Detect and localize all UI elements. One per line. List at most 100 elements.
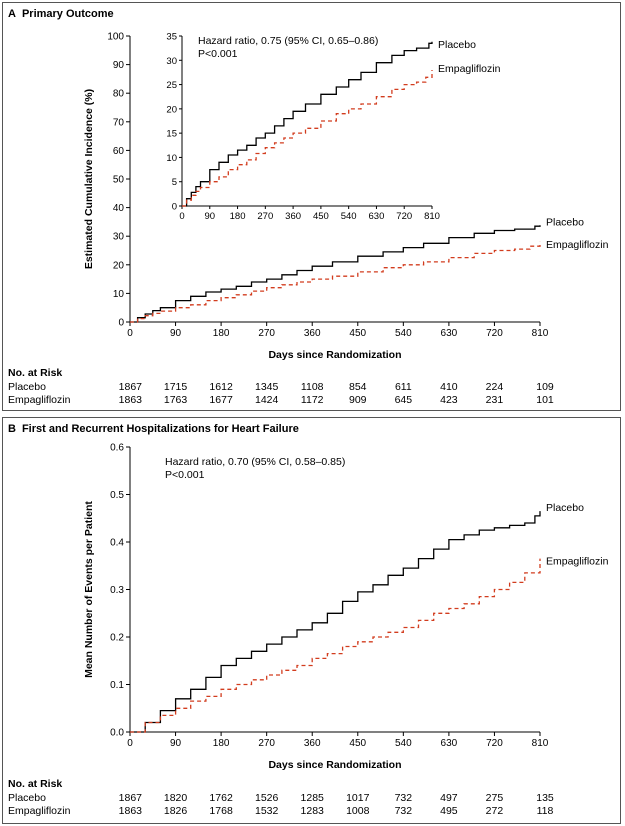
- panel_a-risk-placebo-value: 224: [486, 381, 504, 393]
- b-main-y-tick-label: 0.5: [110, 490, 124, 501]
- a-main-y-tick-label: 0: [118, 318, 124, 329]
- b-main-y-tick-label: 0.4: [110, 538, 124, 549]
- panel_a-risk-empagliflozin-value: 1424: [255, 394, 279, 406]
- b-main-x-axis-label: Days since Randomization: [268, 759, 401, 771]
- b-main-series-placebo-line: [130, 511, 541, 733]
- a-main-x-tick-label: 180: [213, 328, 230, 339]
- a-main-x-tick-label: 540: [395, 328, 412, 339]
- panel_a-risk-placebo-value: 410: [440, 381, 458, 393]
- panel_a-risk-empagliflozin-value: 423: [440, 394, 458, 406]
- a-main-series-empagliflozin-line: [130, 241, 541, 323]
- a-inset-y-tick-label: 5: [172, 177, 177, 188]
- a-inset-x-tick-label: 450: [313, 211, 329, 222]
- a-main-x-tick-label: 720: [486, 328, 503, 339]
- panel_b-risk-placebo-value: 732: [395, 792, 413, 804]
- panel-b-risk-label-empagliflozin: Empagliflozin: [8, 805, 71, 817]
- panel_b-risk-placebo-value: 1017: [346, 792, 370, 804]
- a-inset-x-tick-label: 630: [369, 211, 385, 222]
- a-inset-series-label-placebo: Placebo: [438, 39, 476, 51]
- panel_b-risk-empagliflozin-value: 118: [537, 805, 554, 817]
- a-inset-y-tick-label: 25: [166, 80, 177, 91]
- panel-a-letter: A: [8, 8, 16, 20]
- panel_b-risk-placebo-value: 1820: [164, 792, 188, 804]
- a-inset-y-tick-label: 30: [166, 56, 177, 67]
- b-main-y-tick-label: 0.2: [110, 633, 124, 644]
- panel_a-risk-placebo-value: 1108: [301, 381, 324, 393]
- panel_b-risk-placebo-value: 1867: [119, 792, 143, 804]
- panel-b-frame: [2, 417, 621, 824]
- panel_b-risk-empagliflozin-value: 1008: [346, 805, 370, 817]
- panel_a-risk-empagliflozin-value: 909: [349, 394, 367, 406]
- a-inset-x-tick-label: 270: [257, 211, 273, 222]
- b-main-series-label-placebo: Placebo: [546, 502, 584, 514]
- a-inset-annotation-line-1: P<0.001: [198, 48, 238, 60]
- a-main-y-tick-label: 80: [113, 89, 125, 100]
- a-inset-y-tick-label: 10: [166, 153, 177, 164]
- a-inset-y-tick-label: 0: [172, 202, 177, 213]
- panel_b-risk-placebo-value: 135: [536, 792, 554, 804]
- b-main-y-tick-label: 0.3: [110, 585, 124, 596]
- panel_a-risk-placebo-value: 1867: [119, 381, 143, 393]
- panel-b-title-text: First and Recurrent Hospitalizations for…: [21, 423, 299, 435]
- panel_a-risk-placebo-value: 109: [536, 381, 554, 393]
- panel_b-risk-empagliflozin-value: 732: [395, 805, 413, 817]
- a-main-series-label-placebo: Placebo: [546, 216, 584, 228]
- panel_b-risk-placebo-value: 275: [486, 792, 504, 804]
- panel-b-risk-label-placebo: Placebo: [8, 792, 46, 804]
- a-main-x-tick-label: 630: [441, 328, 458, 339]
- panel-a-risk-label-placebo: Placebo: [8, 381, 46, 393]
- b-main-x-tick-label: 720: [486, 738, 503, 749]
- panel_b-risk-empagliflozin-value: 1532: [255, 805, 279, 817]
- panel_b-risk-placebo-value: 497: [440, 792, 458, 804]
- b-main-annotation-line-1: P<0.001: [165, 469, 205, 481]
- panel_b-risk-empagliflozin-value: 495: [440, 805, 458, 817]
- panel_a-risk-empagliflozin-value: 1863: [119, 394, 143, 406]
- a-main-x-tick-label: 270: [258, 328, 275, 339]
- a-main-y-tick-label: 60: [113, 146, 125, 157]
- panel_a-risk-placebo-value: 1612: [209, 381, 233, 393]
- a-main-y-tick-label: 30: [113, 232, 125, 243]
- panel_b-risk-empagliflozin-value: 1826: [164, 805, 188, 817]
- a-main-series-label-empagliflozin: Empagliflozin: [546, 239, 609, 251]
- a-main-x-axis-label: Days since Randomization: [268, 349, 401, 361]
- a-main-y-tick-label: 100: [107, 32, 124, 43]
- a-main-x-tick-label: 0: [127, 328, 133, 339]
- a-inset-x-tick-label: 720: [396, 211, 412, 222]
- a-main-y-tick-label: 70: [113, 117, 125, 128]
- a-main-x-tick-label: 90: [170, 328, 182, 339]
- b-main-x-tick-label: 450: [349, 738, 366, 749]
- a-inset-series-placebo-line: [182, 41, 433, 207]
- panel-b-letter: B: [8, 423, 16, 435]
- a-main-x-tick-label: 450: [349, 328, 366, 339]
- panel_b-risk-empagliflozin-value: 1768: [209, 805, 233, 817]
- a-inset-x-tick-label: 0: [179, 211, 184, 222]
- a-inset-y-tick-label: 35: [166, 32, 177, 43]
- panel_a-risk-empagliflozin-value: 231: [486, 394, 504, 406]
- panel_a-risk-placebo-value: 854: [349, 381, 367, 393]
- b-main-x-tick-label: 180: [213, 738, 230, 749]
- b-main-series-empagliflozin-line: [130, 558, 541, 733]
- panel_a-risk-empagliflozin-value: 101: [536, 394, 554, 406]
- b-main-x-tick-label: 630: [441, 738, 458, 749]
- a-main-y-tick-label: 20: [113, 260, 125, 271]
- panel_a-risk-empagliflozin-value: 1172: [301, 394, 324, 406]
- a-inset-annotation-line-0: Hazard ratio, 0.75 (95% CI, 0.65–0.86): [198, 35, 378, 47]
- panel-b-risk-header: No. at Risk: [8, 778, 63, 790]
- b-main-y-tick-label: 0.0: [110, 728, 124, 739]
- b-main-x-tick-label: 0: [127, 738, 133, 749]
- b-main-x-tick-label: 270: [258, 738, 275, 749]
- a-inset-x-tick-label: 90: [204, 211, 215, 222]
- a-main-x-tick-label: 360: [304, 328, 321, 339]
- panel_b-risk-placebo-value: 1526: [255, 792, 279, 804]
- panel_a-risk-empagliflozin-value: 1763: [164, 394, 188, 406]
- a-inset-x-tick-label: 360: [285, 211, 301, 222]
- a-inset-y-tick-label: 15: [166, 129, 177, 140]
- panel_a-risk-empagliflozin-value: 1677: [209, 394, 233, 406]
- a-inset-x-tick-label: 540: [341, 211, 357, 222]
- a-main-y-tick-label: 50: [113, 175, 125, 186]
- b-main-x-tick-label: 90: [170, 738, 182, 749]
- b-main-annotation-line-0: Hazard ratio, 0.70 (95% CI, 0.58–0.85): [165, 456, 345, 468]
- panel-a-risk-header: No. at Risk: [8, 367, 63, 379]
- panel-b-title: B First and Recurrent Hospitalizations fo…: [8, 423, 299, 435]
